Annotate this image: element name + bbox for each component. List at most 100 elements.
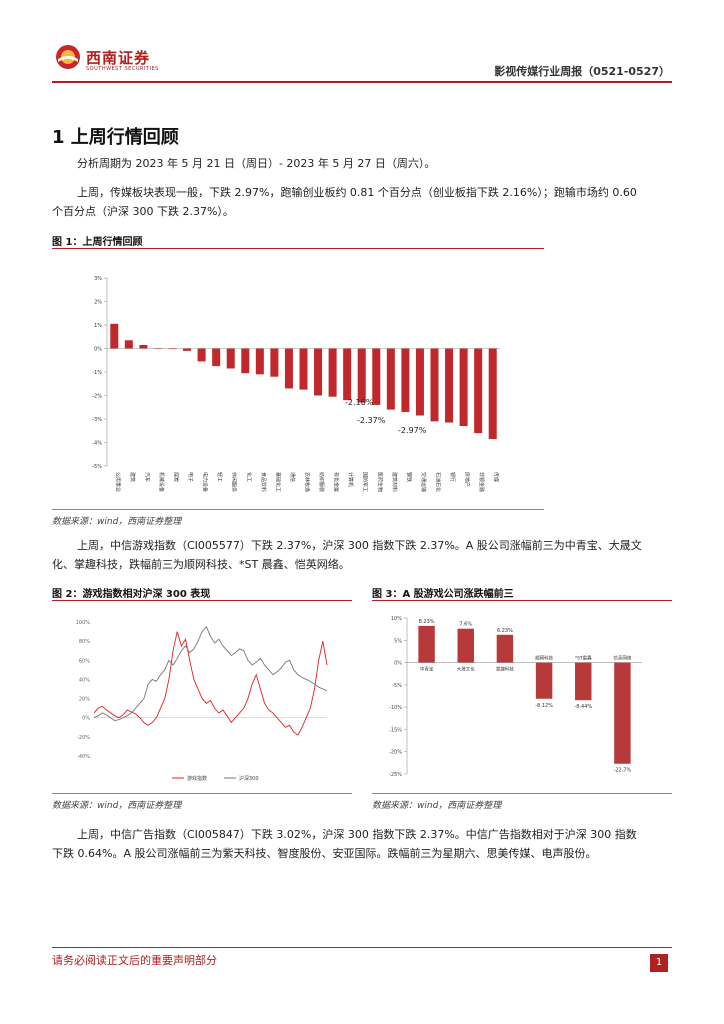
bar <box>241 348 250 374</box>
x-category-label: 食品饮料 <box>260 472 267 492</box>
y-tick-label: 60% <box>79 658 90 664</box>
y-tick-label: -20% <box>77 735 90 741</box>
y-tick-label: 80% <box>79 639 90 645</box>
data-annotation: -2.97% <box>398 426 427 435</box>
bar <box>459 348 468 427</box>
bar-value-label: 8.23% <box>419 619 435 625</box>
y-tick-label: 2% <box>94 300 102 306</box>
bar <box>139 344 148 349</box>
legend-label: 游戏指数 <box>187 775 207 782</box>
x-category-label: 钢铁 <box>405 472 412 482</box>
company-logo-icon <box>56 45 80 69</box>
y-tick-label: 0% <box>394 661 402 667</box>
x-category-label: 大晟文化 <box>457 666 475 673</box>
figure2-line-chart: 100% 80% 60% 40% 20% 0% -20% -40% 游戏指数 沪深300 <box>76 620 328 782</box>
x-category-label: 非银金融 <box>478 472 485 492</box>
x-category-label: 轻工 <box>216 472 223 482</box>
y-tick-label: -20% <box>389 750 402 756</box>
x-category-label: 中青宝 <box>420 666 434 673</box>
x-category-label: 通信 <box>289 472 296 482</box>
series-line <box>93 631 328 736</box>
data-annotation: -2.16% <box>345 398 374 407</box>
page-number: 1 <box>650 954 668 972</box>
figure1-top-rule <box>52 248 544 249</box>
figure3-bar-chart: 10% 5% 0% -5% -10% -15% -20% -25% 8.23% 中青宝 7.6% 大晟… <box>389 616 642 778</box>
x-category-label: 汽车 <box>143 472 150 482</box>
x-category-label: *ST晨鑫 <box>575 655 592 662</box>
bar <box>255 348 264 375</box>
y-tick-label: -4% <box>92 441 102 447</box>
bar <box>284 348 293 389</box>
bar-value-label: 7.6% <box>459 622 472 628</box>
y-tick-label: 0% <box>82 716 90 722</box>
bar <box>212 348 221 367</box>
y-tick-label: 100% <box>76 620 91 626</box>
bar <box>110 323 119 349</box>
bar <box>418 625 435 663</box>
x-category-label: 纺织服装 <box>318 472 325 492</box>
y-tick-label: 3% <box>94 276 102 282</box>
y-tick-label: 0% <box>94 347 102 353</box>
x-category-label: 公用事业 <box>114 472 121 492</box>
x-category-label: 农林牧渔 <box>304 472 311 492</box>
bar <box>357 348 366 403</box>
y-tick-label: -10% <box>389 705 402 711</box>
bar-value-label: -8.12% <box>535 703 553 709</box>
y-tick-label: 5% <box>394 638 402 644</box>
y-tick-label: 40% <box>79 677 90 683</box>
x-category-label: 房地产 <box>464 472 471 487</box>
y-tick-label: 10% <box>391 616 402 622</box>
x-category-label: 交通运输 <box>420 472 427 492</box>
x-category-label: 建筑 <box>129 472 136 482</box>
x-category-label: 建筑材料 <box>391 472 398 492</box>
logo-english-name: SOUTHWEST SECURITIES <box>86 66 159 72</box>
bar <box>343 348 352 401</box>
bar <box>226 348 235 369</box>
figure3-bottom-rule <box>372 793 672 794</box>
x-category-label: 医药生物 <box>376 472 383 492</box>
header-divider <box>52 81 672 83</box>
figure2-source: 数据来源：wind，西南证券整理 <box>52 801 182 811</box>
bar <box>124 340 133 349</box>
x-category-label: 电力设备 <box>202 472 209 492</box>
figure1-title: 图 1：上周行情回顾 <box>52 237 143 248</box>
x-category-label: 掌趣科技 <box>496 666 514 673</box>
bar <box>270 348 279 377</box>
bar <box>457 628 474 663</box>
bar <box>153 348 162 349</box>
bar <box>197 348 206 362</box>
bar <box>328 348 337 397</box>
bar <box>386 348 395 410</box>
figure3-top-rule <box>372 600 672 601</box>
y-tick-label: -5% <box>92 464 102 470</box>
footer-disclaimer: 请务必阅读正文后的重要声明部分 <box>52 954 217 967</box>
x-category-label: 恺英网络 <box>613 655 631 662</box>
x-category-label: 化工 <box>245 472 252 482</box>
figure1-bottom-rule <box>52 509 544 510</box>
report-title: 影视传媒行业周报（0521-0527） <box>494 65 670 78</box>
figure3-source: 数据来源：wind，西南证券整理 <box>372 801 502 811</box>
bar <box>415 348 424 416</box>
x-category-label: 电子 <box>187 472 194 482</box>
bar <box>535 662 553 699</box>
figure3-title: 图 3：A 股游戏公司涨跌幅前三 <box>372 589 514 600</box>
figure2-bottom-rule <box>52 793 352 794</box>
logo-chinese-name: 西南证券 <box>86 49 151 67</box>
y-tick-label: -2% <box>92 394 102 400</box>
paragraph-period: 分析周期为 2023 年 5 月 21 日（周日）- 2023 年 5 月 27… <box>77 157 436 170</box>
section-heading: 1 上周行情回顾 <box>52 127 179 148</box>
y-tick-label: -15% <box>389 727 402 733</box>
bar <box>299 348 308 390</box>
y-tick-label: 1% <box>94 323 102 329</box>
figure2-top-rule <box>52 600 352 601</box>
x-category-label: 有色金属 <box>333 472 340 492</box>
bar <box>372 348 381 405</box>
bar <box>430 348 439 422</box>
bar <box>445 348 454 423</box>
footer-divider <box>52 947 672 948</box>
figure2-title: 图 2：游戏指数相对沪深 300 表现 <box>52 589 211 600</box>
legend-label: 沪深300 <box>239 775 259 782</box>
figure1-source: 数据来源：wind，西南证券整理 <box>52 517 182 527</box>
paragraph-ad-index: 上周，中信广告指数（CI005847）下跌 3.02%，沪深 300 指数下跌 … <box>52 828 637 860</box>
x-category-label: 计算机 <box>347 472 354 487</box>
